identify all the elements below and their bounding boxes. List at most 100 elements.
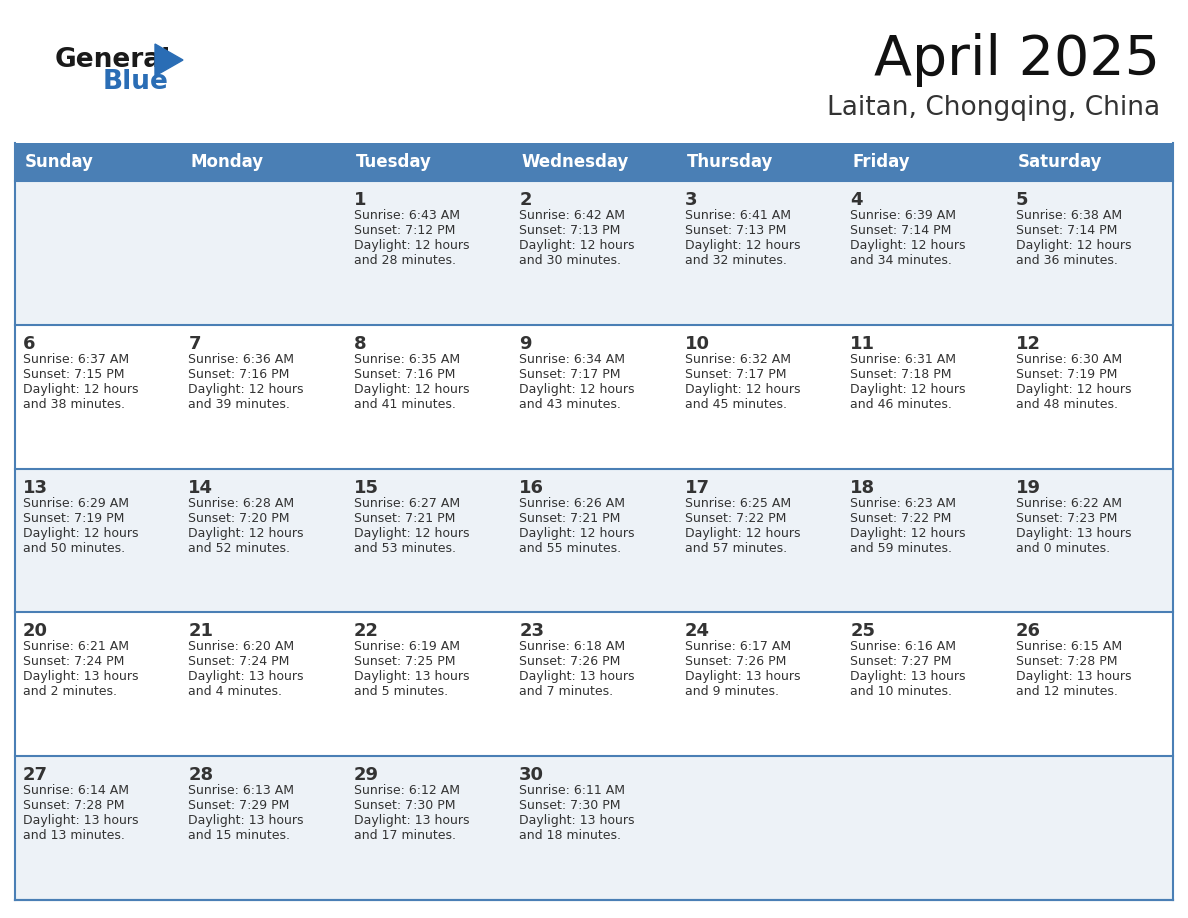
Text: Daylight: 12 hours: Daylight: 12 hours — [684, 383, 801, 396]
Text: Sunrise: 6:17 AM: Sunrise: 6:17 AM — [684, 641, 791, 654]
Text: 11: 11 — [851, 335, 876, 353]
Text: and 9 minutes.: and 9 minutes. — [684, 686, 778, 699]
Text: and 43 minutes.: and 43 minutes. — [519, 397, 621, 410]
Text: Sunrise: 6:39 AM: Sunrise: 6:39 AM — [851, 209, 956, 222]
Text: Sunrise: 6:28 AM: Sunrise: 6:28 AM — [189, 497, 295, 509]
Text: General: General — [55, 47, 171, 73]
Text: Sunrise: 6:31 AM: Sunrise: 6:31 AM — [851, 353, 956, 365]
Text: Sunset: 7:28 PM: Sunset: 7:28 PM — [1016, 655, 1117, 668]
Text: Sunrise: 6:41 AM: Sunrise: 6:41 AM — [684, 209, 791, 222]
Text: 24: 24 — [684, 622, 709, 641]
Text: Daylight: 13 hours: Daylight: 13 hours — [1016, 670, 1131, 683]
Bar — [15, 468, 1173, 612]
Text: Daylight: 12 hours: Daylight: 12 hours — [23, 527, 139, 540]
Text: 28: 28 — [189, 767, 214, 784]
Text: and 7 minutes.: and 7 minutes. — [519, 686, 613, 699]
Text: Sunset: 7:27 PM: Sunset: 7:27 PM — [851, 655, 952, 668]
Text: 26: 26 — [1016, 622, 1041, 641]
Text: 29: 29 — [354, 767, 379, 784]
Text: 1: 1 — [354, 191, 366, 209]
Text: and 55 minutes.: and 55 minutes. — [519, 542, 621, 554]
Text: Sunset: 7:12 PM: Sunset: 7:12 PM — [354, 224, 455, 237]
Text: and 45 minutes.: and 45 minutes. — [684, 397, 786, 410]
Text: Daylight: 13 hours: Daylight: 13 hours — [189, 670, 304, 683]
Text: Sunset: 7:18 PM: Sunset: 7:18 PM — [851, 368, 952, 381]
Text: Sunrise: 6:12 AM: Sunrise: 6:12 AM — [354, 784, 460, 797]
Text: 9: 9 — [519, 335, 532, 353]
Text: Tuesday: Tuesday — [356, 153, 431, 171]
Text: Daylight: 13 hours: Daylight: 13 hours — [1016, 527, 1131, 540]
Text: Daylight: 13 hours: Daylight: 13 hours — [23, 670, 139, 683]
Text: and 34 minutes.: and 34 minutes. — [851, 254, 952, 267]
Text: 8: 8 — [354, 335, 366, 353]
Text: and 5 minutes.: and 5 minutes. — [354, 686, 448, 699]
Text: Sunrise: 6:19 AM: Sunrise: 6:19 AM — [354, 641, 460, 654]
Text: Sunset: 7:24 PM: Sunset: 7:24 PM — [189, 655, 290, 668]
Text: Sunset: 7:13 PM: Sunset: 7:13 PM — [684, 224, 786, 237]
Text: Daylight: 12 hours: Daylight: 12 hours — [1016, 239, 1131, 252]
Text: Sunset: 7:17 PM: Sunset: 7:17 PM — [519, 368, 621, 381]
Text: and 10 minutes.: and 10 minutes. — [851, 686, 952, 699]
Text: Sunset: 7:23 PM: Sunset: 7:23 PM — [1016, 511, 1117, 524]
Text: and 32 minutes.: and 32 minutes. — [684, 254, 786, 267]
Text: Sunset: 7:22 PM: Sunset: 7:22 PM — [684, 511, 786, 524]
Text: 16: 16 — [519, 478, 544, 497]
Text: and 15 minutes.: and 15 minutes. — [189, 829, 290, 842]
Text: 19: 19 — [1016, 478, 1041, 497]
Text: 18: 18 — [851, 478, 876, 497]
Text: Sunrise: 6:29 AM: Sunrise: 6:29 AM — [23, 497, 129, 509]
Text: Daylight: 12 hours: Daylight: 12 hours — [354, 383, 469, 396]
Text: Laitan, Chongqing, China: Laitan, Chongqing, China — [827, 95, 1159, 121]
Text: Monday: Monday — [190, 153, 264, 171]
Text: Sunrise: 6:38 AM: Sunrise: 6:38 AM — [1016, 209, 1121, 222]
Text: 20: 20 — [23, 622, 48, 641]
Text: Sunset: 7:28 PM: Sunset: 7:28 PM — [23, 800, 125, 812]
Text: Sunset: 7:20 PM: Sunset: 7:20 PM — [189, 511, 290, 524]
Text: and 12 minutes.: and 12 minutes. — [1016, 686, 1118, 699]
Bar — [15, 325, 1173, 468]
Text: and 28 minutes.: and 28 minutes. — [354, 254, 456, 267]
Text: Daylight: 13 hours: Daylight: 13 hours — [684, 670, 801, 683]
Text: Sunrise: 6:25 AM: Sunrise: 6:25 AM — [684, 497, 791, 509]
Text: Saturday: Saturday — [1018, 153, 1102, 171]
Text: Sunrise: 6:27 AM: Sunrise: 6:27 AM — [354, 497, 460, 509]
Text: 14: 14 — [189, 478, 214, 497]
Text: and 39 minutes.: and 39 minutes. — [189, 397, 290, 410]
Text: Sunrise: 6:26 AM: Sunrise: 6:26 AM — [519, 497, 625, 509]
Text: 21: 21 — [189, 622, 214, 641]
Text: Daylight: 12 hours: Daylight: 12 hours — [519, 383, 634, 396]
Text: Sunset: 7:19 PM: Sunset: 7:19 PM — [23, 511, 125, 524]
Text: Daylight: 12 hours: Daylight: 12 hours — [354, 527, 469, 540]
Text: Daylight: 12 hours: Daylight: 12 hours — [519, 527, 634, 540]
Text: Sunset: 7:26 PM: Sunset: 7:26 PM — [684, 655, 786, 668]
Text: Sunset: 7:24 PM: Sunset: 7:24 PM — [23, 655, 125, 668]
Text: Sunset: 7:30 PM: Sunset: 7:30 PM — [354, 800, 455, 812]
Text: and 36 minutes.: and 36 minutes. — [1016, 254, 1118, 267]
Text: Sunset: 7:25 PM: Sunset: 7:25 PM — [354, 655, 455, 668]
Text: 3: 3 — [684, 191, 697, 209]
Text: Daylight: 13 hours: Daylight: 13 hours — [519, 814, 634, 827]
Text: Sunset: 7:21 PM: Sunset: 7:21 PM — [519, 511, 620, 524]
Text: Daylight: 12 hours: Daylight: 12 hours — [23, 383, 139, 396]
Text: Daylight: 13 hours: Daylight: 13 hours — [354, 814, 469, 827]
Text: Daylight: 12 hours: Daylight: 12 hours — [189, 527, 304, 540]
Text: Daylight: 12 hours: Daylight: 12 hours — [684, 239, 801, 252]
Text: Daylight: 12 hours: Daylight: 12 hours — [851, 527, 966, 540]
Text: Daylight: 12 hours: Daylight: 12 hours — [354, 239, 469, 252]
Text: Friday: Friday — [852, 153, 910, 171]
Text: Sunset: 7:17 PM: Sunset: 7:17 PM — [684, 368, 786, 381]
Text: Sunset: 7:14 PM: Sunset: 7:14 PM — [851, 224, 952, 237]
Text: and 53 minutes.: and 53 minutes. — [354, 542, 456, 554]
Text: 5: 5 — [1016, 191, 1028, 209]
Text: Sunset: 7:30 PM: Sunset: 7:30 PM — [519, 800, 621, 812]
Text: Sunday: Sunday — [25, 153, 94, 171]
Text: Sunrise: 6:30 AM: Sunrise: 6:30 AM — [1016, 353, 1121, 365]
Text: and 0 minutes.: and 0 minutes. — [1016, 542, 1110, 554]
Text: and 18 minutes.: and 18 minutes. — [519, 829, 621, 842]
Text: Sunrise: 6:23 AM: Sunrise: 6:23 AM — [851, 497, 956, 509]
Text: Sunrise: 6:22 AM: Sunrise: 6:22 AM — [1016, 497, 1121, 509]
Text: Sunset: 7:29 PM: Sunset: 7:29 PM — [189, 800, 290, 812]
Text: Sunrise: 6:16 AM: Sunrise: 6:16 AM — [851, 641, 956, 654]
Text: Daylight: 12 hours: Daylight: 12 hours — [189, 383, 304, 396]
Text: Sunrise: 6:34 AM: Sunrise: 6:34 AM — [519, 353, 625, 365]
